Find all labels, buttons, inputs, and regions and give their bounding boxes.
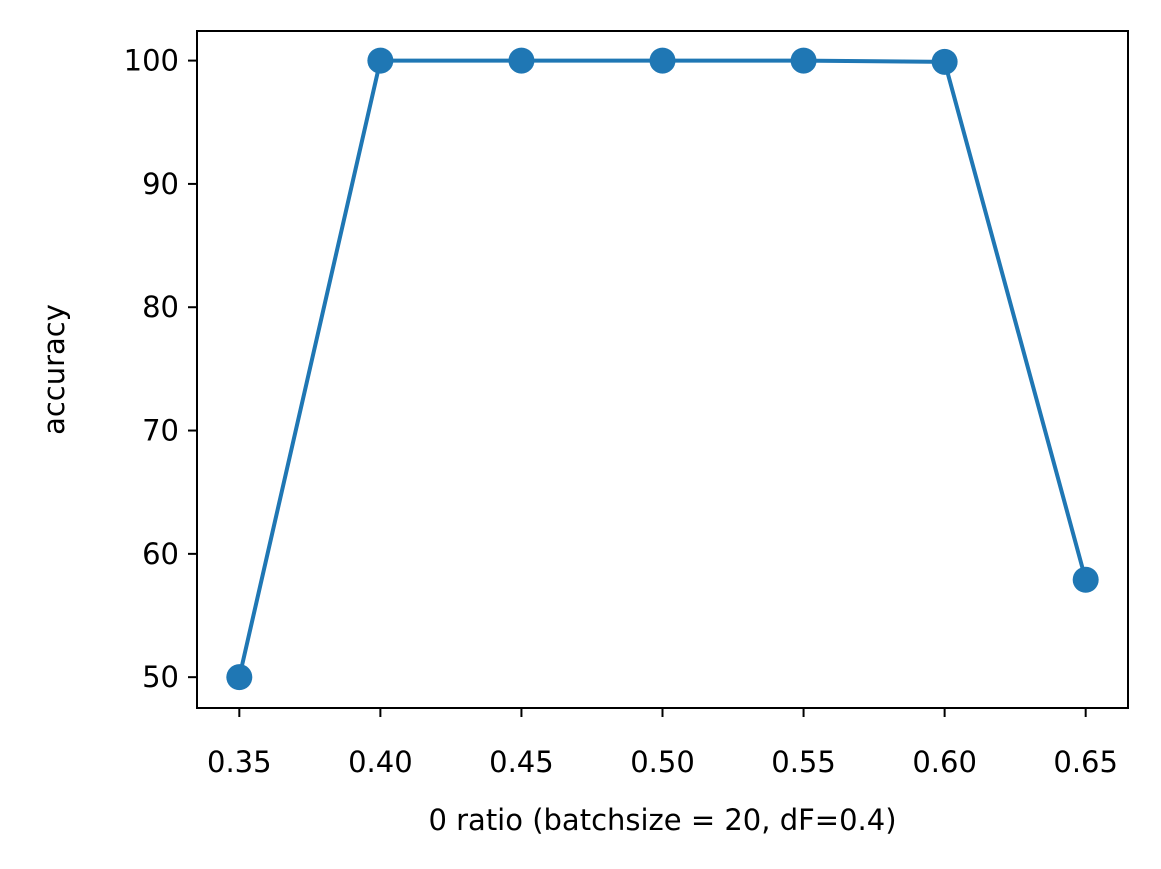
y-tick-label: 100 — [124, 44, 179, 78]
data-point — [367, 47, 394, 74]
y-axis-title: accuracy — [37, 304, 71, 435]
data-point — [931, 48, 958, 75]
plot-frame — [196, 30, 1129, 709]
y-tick-label: 90 — [142, 167, 179, 201]
x-tick-label: 0.50 — [630, 745, 695, 779]
x-tick-label: 0.40 — [348, 745, 413, 779]
data-point — [649, 47, 676, 74]
x-tick-label: 0.55 — [771, 745, 836, 779]
data-point — [508, 47, 535, 74]
data-point — [1072, 566, 1099, 593]
x-axis-ticks: 0.35 0.40 0.45 0.50 0.55 0.60 0.65 — [207, 708, 1118, 779]
x-tick-label: 0.60 — [912, 745, 977, 779]
x-tick-label: 0.35 — [207, 745, 272, 779]
data-point — [790, 47, 817, 74]
data-point — [226, 664, 253, 691]
x-axis-title: 0 ratio (batchsize = 20, dF=0.4) — [428, 803, 896, 837]
plot-area — [226, 47, 1099, 691]
y-tick-label: 50 — [142, 660, 179, 694]
y-tick-label: 70 — [142, 414, 179, 448]
x-tick-label: 0.45 — [489, 745, 554, 779]
y-tick-label: 60 — [142, 537, 179, 571]
y-axis-ticks: 50 60 70 80 90 100 — [124, 44, 197, 694]
x-tick-label: 0.65 — [1053, 745, 1118, 779]
y-tick-label: 80 — [142, 290, 179, 324]
